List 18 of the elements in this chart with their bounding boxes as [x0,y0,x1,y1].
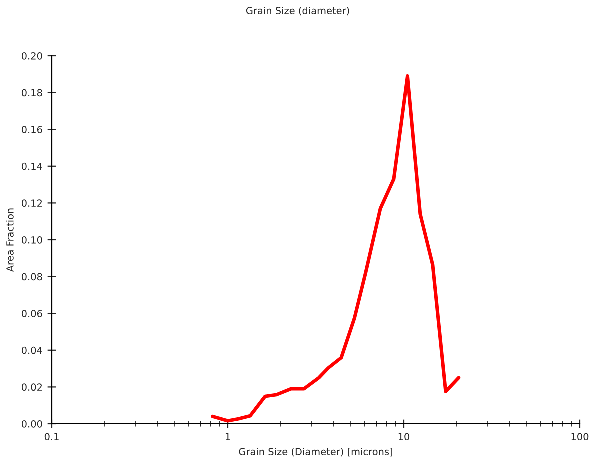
y-tick-label: 0.20 [22,52,42,60]
y-tick-label: 0.06 [22,310,42,318]
y-tick-label: 0.18 [22,89,42,97]
x-tick-label: 10 [398,433,410,441]
y-tick-label: 0.04 [22,346,42,354]
chart-title: Grain Size (diameter) [246,6,350,16]
x-axis-title: Grain Size (Diameter) [microns] [239,448,392,457]
y-tick-label: 0.00 [22,420,42,428]
y-tick-label: 0.10 [22,236,42,244]
y-tick-label: 0.12 [22,200,42,208]
y-tick-label: 0.14 [22,162,42,170]
x-tick-label: 1 [226,433,230,440]
y-tick-label: 0.08 [22,273,42,281]
y-tick-label: 0.16 [22,126,42,134]
y-axis-title: Area Fraction [6,208,14,272]
x-tick-label: 100 [572,433,589,441]
y-tick-label: 0.02 [22,384,42,392]
x-tick-label: 0.1 [44,433,59,441]
